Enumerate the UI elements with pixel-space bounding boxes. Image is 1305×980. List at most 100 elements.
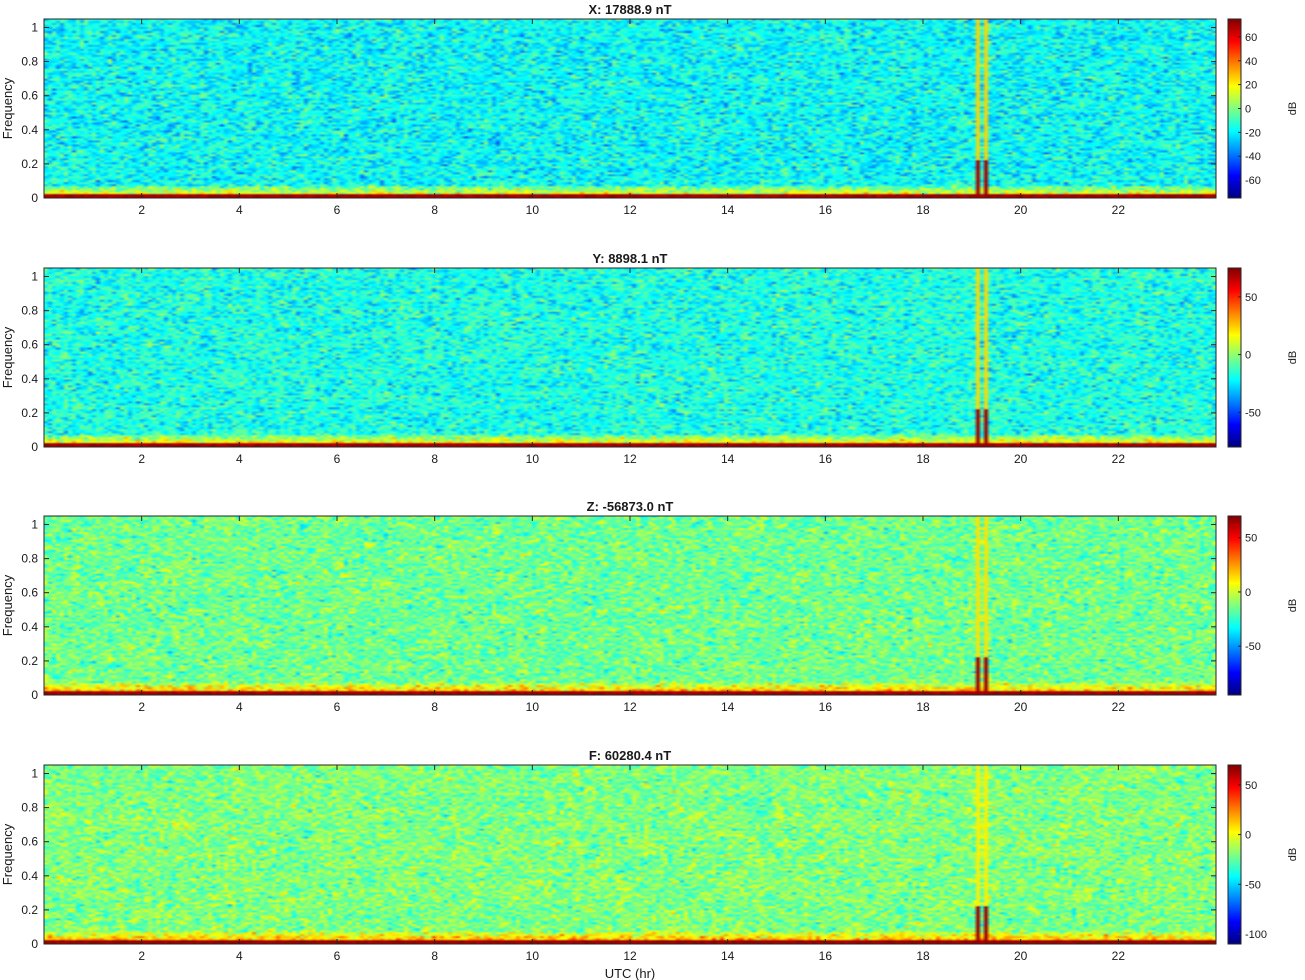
colorbar	[1227, 267, 1242, 448]
y-axis-label: Frequency	[0, 574, 15, 636]
colorbar-label: dB	[1287, 351, 1299, 364]
y-tick-label: 0	[31, 440, 38, 454]
panel-title: X: 17888.9 nT	[588, 2, 671, 17]
colorbar-tick-label: 0	[1245, 350, 1251, 362]
y-tick-label: 0.8	[21, 801, 38, 815]
y-tick-label: 0	[31, 191, 38, 205]
panel-title: Z: -56873.0 nT	[587, 499, 674, 514]
x-tick-label: 10	[526, 203, 540, 217]
x-tick-label: 16	[819, 452, 833, 466]
y-tick-label: 0.2	[21, 654, 38, 668]
x-tick-label: 20	[1014, 452, 1028, 466]
x-tick-label: 14	[721, 203, 735, 217]
colorbar-tick-label: 40	[1245, 56, 1257, 68]
x-tick-label: 22	[1112, 203, 1126, 217]
colorbar-tick-label: 50	[1245, 780, 1257, 792]
y-axis-label: Frequency	[0, 326, 15, 388]
y-tick-label: 1	[31, 21, 38, 35]
x-tick-label: 10	[526, 700, 540, 714]
spectrogram-image	[44, 516, 1216, 695]
x-tick-label: 20	[1014, 700, 1028, 714]
x-tick-label: 2	[138, 203, 145, 217]
x-tick-label: 10	[526, 949, 540, 963]
y-tick-label: 0.2	[21, 406, 38, 420]
y-tick-label: 0	[31, 937, 38, 951]
colorbar	[1227, 764, 1242, 945]
x-tick-label: 10	[526, 452, 540, 466]
x-tick-label: 8	[431, 949, 438, 963]
colorbar-tick-label: 50	[1245, 292, 1257, 304]
y-axis-label: Frequency	[0, 77, 15, 139]
spectrogram-panel: Y: 8898.1 nT2 4 6 8 10 12 14 16 18 20 2200.20.40.6…	[0, 251, 1299, 466]
x-tick-label: 8	[431, 700, 438, 714]
x-tick-label: 22	[1112, 949, 1126, 963]
y-tick-label: 0.4	[21, 869, 38, 883]
x-tick-label: 14	[721, 700, 735, 714]
colorbar-tick-label: -50	[1245, 641, 1261, 653]
y-tick-label: 0.6	[21, 835, 38, 849]
spectrogram-panel: Z: -56873.0 nT2 4 6 8 10 12 14 16 18 20 2200.20.40…	[0, 499, 1299, 714]
panel-title: Y: 8898.1 nT	[593, 251, 668, 266]
y-tick-label: 0.2	[21, 903, 38, 917]
spectrogram-panel: F: 60280.4 nT2 4 6 8 10 12 14 16 18 20 2200.20.40.…	[0, 748, 1299, 980]
x-tick-label: 18	[916, 203, 930, 217]
y-tick-label: 0.6	[21, 89, 38, 103]
x-tick-label: 6	[334, 203, 341, 217]
colorbar	[1227, 515, 1242, 696]
x-tick-label: 12	[623, 203, 637, 217]
y-tick-label: 0.8	[21, 552, 38, 566]
x-tick-label: 22	[1112, 700, 1126, 714]
x-tick-label: 2	[138, 700, 145, 714]
y-tick-label: 0	[31, 688, 38, 702]
colorbar-tick-label: -60	[1245, 175, 1261, 187]
spectrogram-image	[44, 765, 1216, 944]
x-tick-label: 6	[334, 949, 341, 963]
y-tick-label: 0.6	[21, 586, 38, 600]
y-tick-label: 0.8	[21, 55, 38, 69]
spectrogram-image	[44, 19, 1216, 198]
x-tick-label: 16	[819, 949, 833, 963]
x-tick-label: 4	[236, 949, 243, 963]
colorbar-tick-label: -100	[1245, 929, 1267, 941]
colorbar-label: dB	[1287, 848, 1299, 861]
x-tick-label: 16	[819, 700, 833, 714]
x-tick-label: 18	[916, 700, 930, 714]
x-tick-label: 12	[623, 700, 637, 714]
spectrogram-image	[44, 268, 1216, 447]
y-tick-label: 1	[31, 270, 38, 284]
x-tick-label: 6	[334, 700, 341, 714]
x-tick-label: 18	[916, 452, 930, 466]
x-tick-label: 14	[721, 949, 735, 963]
colorbar-tick-label: 20	[1245, 80, 1257, 92]
colorbar-tick-label: 0	[1245, 587, 1251, 599]
x-tick-label: 4	[236, 452, 243, 466]
x-axis-label: UTC (hr)	[605, 966, 656, 980]
colorbar-tick-label: -50	[1245, 407, 1261, 419]
x-tick-label: 2	[138, 452, 145, 466]
colorbar-tick-label: -50	[1245, 879, 1261, 891]
x-tick-label: 12	[623, 949, 637, 963]
x-tick-label: 12	[623, 452, 637, 466]
colorbar-tick-label: 50	[1245, 533, 1257, 545]
y-tick-label: 0.4	[21, 620, 38, 634]
y-tick-label: 0.6	[21, 338, 38, 352]
y-tick-label: 0.8	[21, 304, 38, 318]
x-tick-label: 4	[236, 700, 243, 714]
colorbar-tick-label: 0	[1245, 104, 1251, 116]
colorbar-label: dB	[1287, 599, 1299, 612]
x-tick-label: 22	[1112, 452, 1126, 466]
panel-title: F: 60280.4 nT	[589, 748, 671, 763]
x-tick-label: 2	[138, 949, 145, 963]
colorbar-tick-label: -20	[1245, 127, 1261, 139]
y-tick-label: 1	[31, 767, 38, 781]
y-tick-label: 0.2	[21, 157, 38, 171]
colorbar-label: dB	[1287, 102, 1299, 115]
spectrogram-panel: X: 17888.9 nT2 4 6 8 10 12 14 16 18 20 2200.20.40.…	[0, 2, 1299, 217]
colorbar-tick-label: 0	[1245, 830, 1251, 842]
x-tick-label: 8	[431, 452, 438, 466]
x-tick-label: 4	[236, 203, 243, 217]
y-tick-label: 1	[31, 518, 38, 532]
y-axis-label: Frequency	[0, 823, 15, 885]
x-tick-label: 16	[819, 203, 833, 217]
